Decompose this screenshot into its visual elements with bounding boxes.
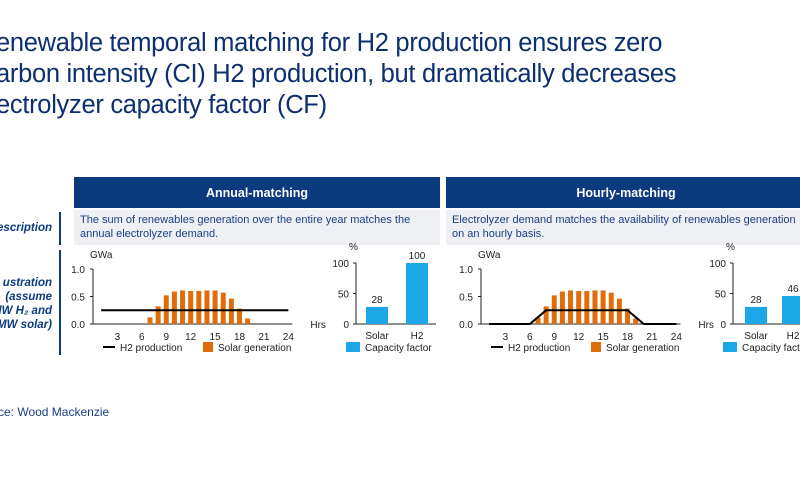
solar-bar — [633, 318, 639, 324]
panel-description-annual: The sum of renewables generation over th… — [74, 210, 440, 245]
y-tick-label: 0.5 — [459, 293, 473, 304]
solar-bar — [155, 306, 161, 324]
legend-swatch-capacity — [346, 342, 360, 352]
legend-label: Solar generation — [218, 343, 291, 354]
panel-description-hourly: Electrolyzer demand matches the availabi… — [446, 210, 800, 245]
data-label: 100 — [409, 251, 426, 262]
x-tick-label: 21 — [646, 332, 658, 343]
x-axis-label: Hrs — [310, 320, 326, 331]
y-tick-label: 50 — [715, 290, 727, 301]
y-axis-unit: % — [726, 242, 735, 253]
x-tick-label: 15 — [210, 332, 222, 343]
x-tick-label: 21 — [258, 332, 270, 343]
solar-bar — [204, 290, 210, 324]
legend-label: H2 production — [508, 343, 570, 354]
x-axis-label: Hrs — [698, 320, 714, 331]
x-tick-label: 24 — [671, 332, 683, 343]
x-tick-label: 6 — [139, 332, 145, 343]
solar-bar — [568, 290, 574, 324]
solar-bar — [576, 291, 582, 324]
capacity-factor-bar — [406, 263, 428, 324]
divider — [59, 250, 61, 355]
data-label: 28 — [371, 295, 383, 306]
solar-bar — [237, 308, 243, 324]
x-tick-label: 3 — [503, 332, 509, 343]
solar-bar — [584, 291, 590, 324]
solar-bar — [212, 290, 218, 324]
y-axis-unit: GWa — [478, 250, 501, 261]
solar-bar — [535, 317, 541, 324]
legend-label: Capacity factor — [365, 343, 432, 354]
x-tick-label: 24 — [283, 332, 295, 343]
slide-title: enewable temporal matching for H2 produc… — [0, 29, 677, 119]
row-label-line: MW H₂ and — [0, 305, 52, 317]
y-tick-label: 1.0 — [459, 265, 473, 276]
x-tick-label: 12 — [185, 332, 197, 343]
solar-bar — [180, 290, 186, 324]
solar-bar — [608, 292, 614, 324]
solar-bar — [196, 291, 202, 324]
x-tick-label: 15 — [598, 332, 610, 343]
y-axis-unit: GWa — [90, 250, 113, 261]
solar-bar — [616, 298, 622, 324]
x-tick-label: 12 — [573, 332, 585, 343]
y-tick-label: 0 — [343, 320, 349, 331]
solar-bar — [147, 317, 153, 324]
row-label-illustration: ustration (assume MW H₂ and MW solar) — [0, 276, 52, 332]
x-tick-label: 18 — [234, 332, 246, 343]
category-label: Solar — [365, 331, 389, 342]
capacity-factor-bar — [782, 295, 800, 324]
y-tick-label: 50 — [338, 290, 350, 301]
row-label-line: ustration — [2, 277, 52, 289]
y-tick-label: 1.0 — [71, 265, 85, 276]
x-tick-label: 9 — [163, 332, 169, 343]
legend-label: Solar generation — [606, 343, 679, 354]
panel-header-annual: Annual-matching — [74, 177, 440, 208]
row-label-description: escription — [0, 222, 52, 234]
solar-bar — [559, 291, 565, 324]
solar-bar — [245, 318, 251, 324]
legend-label: H2 production — [120, 343, 182, 354]
solar-bar — [228, 298, 234, 324]
solar-bar — [188, 291, 194, 324]
solar-bar — [592, 290, 598, 324]
solar-bar — [543, 306, 549, 324]
y-tick-label: 0.5 — [71, 293, 85, 304]
category-label: H2 — [787, 331, 800, 342]
solar-bar — [625, 308, 631, 324]
data-label: 46 — [787, 284, 799, 295]
x-tick-label: 3 — [115, 332, 121, 343]
y-tick-label: 0.0 — [459, 320, 473, 331]
y-tick-label: 100 — [332, 259, 349, 270]
legend-swatch-capacity — [723, 342, 737, 352]
y-tick-label: 100 — [709, 259, 726, 270]
row-label-line: MW solar) — [0, 319, 52, 331]
y-tick-label: 0.0 — [71, 320, 85, 331]
solar-bar — [220, 292, 226, 324]
capacity-factor-bar — [366, 306, 388, 324]
legend-swatch-solar — [203, 342, 213, 352]
panel-header-hourly: Hourly-matching — [446, 177, 800, 208]
category-label: H2 — [411, 331, 424, 342]
x-tick-label: 18 — [622, 332, 634, 343]
source-note: ce: Wood Mackenzie — [0, 405, 110, 419]
capacity-factor-bar — [745, 306, 767, 324]
data-label: 28 — [750, 295, 762, 306]
divider — [59, 212, 61, 245]
h2-production-line — [489, 309, 677, 325]
legend-label: Capacity factor — [742, 343, 800, 354]
solar-bar — [600, 290, 606, 324]
category-label: Solar — [744, 331, 768, 342]
x-tick-label: 6 — [527, 332, 533, 343]
y-tick-label: 0 — [720, 320, 726, 331]
row-label-line: (assume — [5, 291, 52, 303]
legend-swatch-solar — [591, 342, 601, 352]
y-axis-unit: % — [349, 242, 358, 253]
solar-bar — [171, 291, 177, 324]
x-tick-label: 9 — [551, 332, 557, 343]
